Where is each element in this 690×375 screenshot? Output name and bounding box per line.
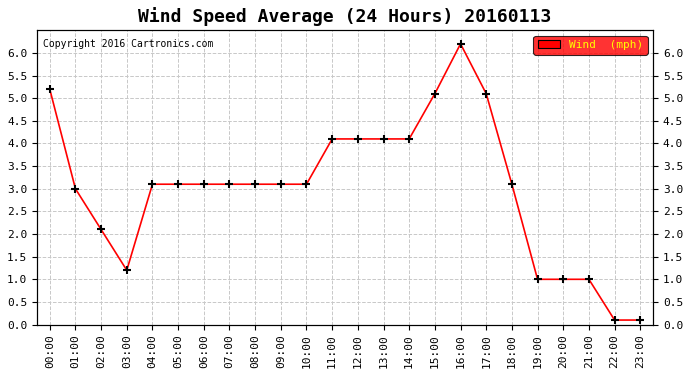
Text: Copyright 2016 Cartronics.com: Copyright 2016 Cartronics.com (43, 39, 213, 49)
Legend: Wind  (mph): Wind (mph) (533, 36, 647, 55)
Title: Wind Speed Average (24 Hours) 20160113: Wind Speed Average (24 Hours) 20160113 (139, 7, 551, 26)
